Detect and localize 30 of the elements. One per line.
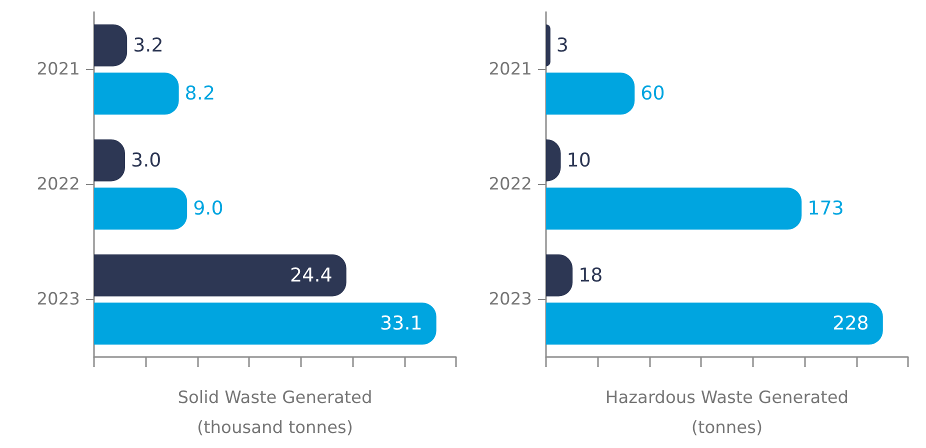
y-tick-label: 2022	[488, 174, 532, 194]
y-tick-label: 2023	[488, 290, 532, 310]
bar	[94, 188, 188, 230]
bar	[546, 24, 550, 66]
data-label: 24.4	[290, 264, 332, 286]
data-label: 173	[808, 198, 844, 220]
data-label: 228	[832, 312, 869, 335]
bar	[546, 188, 802, 230]
x-axis-title: Hazardous Waste Generated (tonnes)	[605, 388, 849, 438]
data-label: 10	[566, 149, 591, 172]
data-label: 3.0	[131, 149, 162, 172]
y-tick-label: 2021	[488, 60, 532, 80]
x-axis-title: Solid Waste Generated (thousand tonnes)	[178, 388, 372, 438]
data-label: 8.2	[184, 82, 216, 105]
y-tick-label: 2022	[36, 174, 80, 194]
data-label: 18	[578, 264, 603, 286]
bar	[546, 72, 635, 115]
data-label: 60	[640, 82, 665, 105]
data-label: 3.2	[133, 34, 164, 56]
data-label: 3	[556, 34, 569, 56]
bar	[94, 24, 128, 66]
data-label: 9.0	[193, 198, 224, 220]
bar	[94, 254, 346, 296]
data-label: 33.1	[380, 312, 422, 335]
bar	[94, 139, 126, 182]
bar	[546, 302, 883, 345]
bar	[94, 72, 179, 115]
y-tick-label: 2023	[36, 290, 80, 310]
y-tick-label: 2021	[36, 60, 80, 80]
bar	[94, 302, 436, 345]
